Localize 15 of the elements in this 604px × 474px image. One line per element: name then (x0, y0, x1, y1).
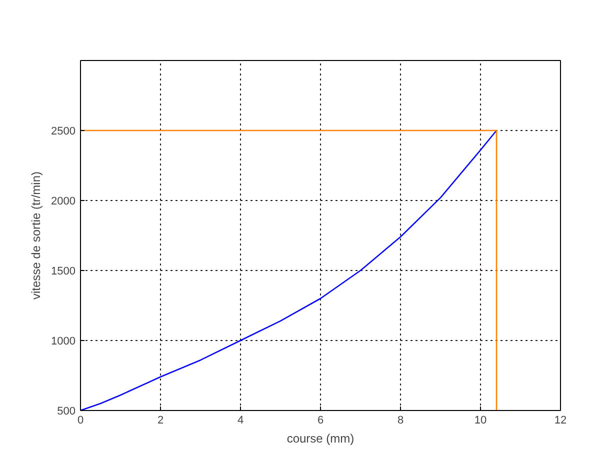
y-axis-title: vitesse de sortie (tr/min) (29, 171, 44, 300)
y-tick-label: 1500 (51, 266, 76, 278)
x-tick-label: 2 (157, 414, 164, 426)
y-tick-label: 2000 (51, 196, 76, 208)
line-series (80, 130, 498, 410)
x-tick-label: 4 (237, 414, 244, 426)
x-tick-label: 0 (77, 414, 84, 426)
y-tick-label: 500 (57, 406, 76, 418)
y-tick-label: 1000 (51, 336, 76, 348)
x-axis-title: course (mm) (286, 432, 354, 446)
y-tick-label: 2500 (51, 126, 76, 138)
x-tick-label: 8 (397, 414, 404, 426)
x-tick-label: 10 (474, 414, 487, 426)
x-tick-label: 6 (317, 414, 324, 426)
x-tick-label: 12 (554, 414, 567, 426)
